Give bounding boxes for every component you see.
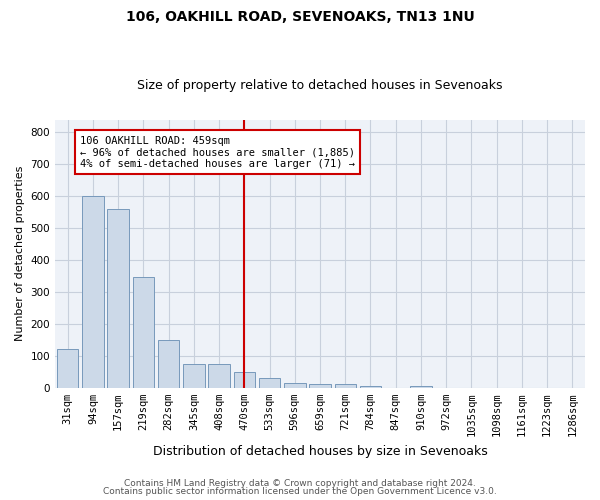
Text: Contains public sector information licensed under the Open Government Licence v3: Contains public sector information licen… [103, 488, 497, 496]
Title: Size of property relative to detached houses in Sevenoaks: Size of property relative to detached ho… [137, 79, 503, 92]
Bar [259, 378, 280, 388]
Bar [284, 383, 305, 388]
Bar [208, 364, 230, 388]
Bar [410, 386, 431, 388]
Text: Contains HM Land Registry data © Crown copyright and database right 2024.: Contains HM Land Registry data © Crown c… [124, 478, 476, 488]
Bar [233, 372, 255, 388]
Bar [158, 340, 179, 388]
Bar [133, 278, 154, 388]
Bar [82, 196, 104, 388]
Bar [335, 384, 356, 388]
Bar [107, 209, 129, 388]
Y-axis label: Number of detached properties: Number of detached properties [15, 166, 25, 341]
Bar [309, 384, 331, 388]
X-axis label: Distribution of detached houses by size in Sevenoaks: Distribution of detached houses by size … [152, 444, 487, 458]
Bar [57, 350, 79, 388]
Bar [183, 364, 205, 388]
Text: 106 OAKHILL ROAD: 459sqm
← 96% of detached houses are smaller (1,885)
4% of semi: 106 OAKHILL ROAD: 459sqm ← 96% of detach… [80, 136, 355, 168]
Text: 106, OAKHILL ROAD, SEVENOAKS, TN13 1NU: 106, OAKHILL ROAD, SEVENOAKS, TN13 1NU [125, 10, 475, 24]
Bar [360, 386, 381, 388]
